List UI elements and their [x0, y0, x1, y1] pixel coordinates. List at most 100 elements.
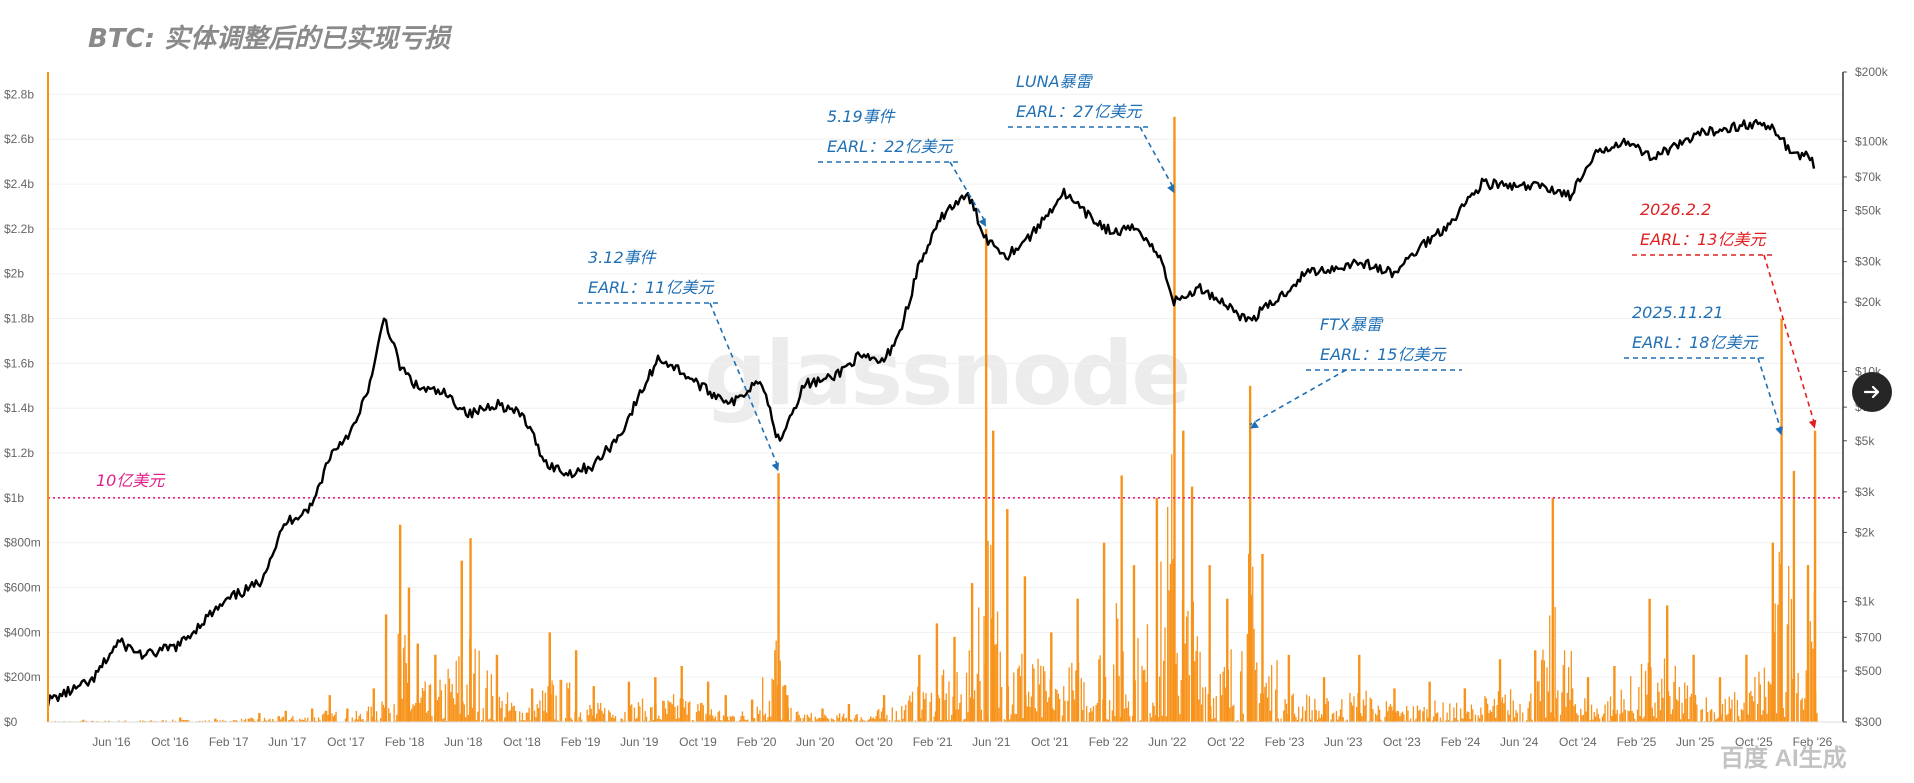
loss-bar — [250, 717, 252, 722]
loss-bar — [1451, 720, 1454, 722]
loss-bar — [1763, 667, 1766, 722]
annotation-title: 2025.11.21 — [1632, 303, 1724, 322]
loss-bar — [1554, 606, 1556, 722]
loss-bar — [455, 660, 457, 722]
loss-bar — [1563, 650, 1566, 722]
loss-bar — [1208, 565, 1211, 722]
loss-bar — [1073, 699, 1076, 722]
loss-bar — [284, 710, 287, 722]
loss-bar — [282, 716, 285, 722]
loss-bar — [477, 711, 479, 722]
loss-bar — [1022, 718, 1024, 722]
y-left-tick-label: $1.6b — [4, 356, 34, 370]
loss-bar — [174, 720, 177, 722]
loss-bar — [895, 711, 897, 722]
loss-bar — [941, 675, 943, 722]
loss-bar — [968, 650, 970, 722]
loss-bar — [1180, 679, 1182, 722]
loss-bar — [1445, 720, 1447, 722]
loss-bar — [780, 719, 783, 722]
loss-bar — [1038, 684, 1041, 722]
loss-bar — [1684, 682, 1686, 722]
loss-bar — [325, 710, 328, 722]
loss-bar — [1498, 659, 1502, 722]
loss-bar — [1519, 703, 1521, 722]
loss-bar — [1160, 561, 1162, 722]
loss-bar — [1158, 676, 1161, 722]
loss-bar — [683, 707, 686, 722]
loss-bar — [1485, 698, 1487, 722]
loss-bar — [1551, 497, 1555, 722]
loss-bar — [332, 716, 335, 722]
loss-bar — [1142, 670, 1145, 722]
loss-bar — [660, 719, 663, 722]
loss-bar — [447, 668, 449, 722]
loss-bar — [1439, 717, 1442, 722]
loss-bar — [1011, 704, 1014, 722]
loss-bar — [602, 713, 605, 722]
loss-bar — [1447, 719, 1450, 722]
loss-bar — [331, 713, 333, 722]
loss-bar — [1648, 598, 1651, 722]
loss-bar — [629, 705, 632, 722]
loss-bar — [1261, 553, 1264, 722]
loss-bar — [1585, 711, 1587, 722]
loss-bar — [402, 647, 405, 722]
loss-bar — [1677, 700, 1679, 722]
loss-bar — [1769, 682, 1771, 722]
loss-bar — [1364, 705, 1366, 722]
loss-bar — [840, 720, 842, 722]
loss-bar — [1796, 693, 1798, 722]
loss-bar — [744, 719, 746, 722]
loss-bar — [1353, 696, 1355, 722]
loss-bar — [712, 715, 714, 722]
loss-bar — [181, 719, 183, 722]
loss-bar — [257, 719, 259, 722]
loss-bar — [1215, 696, 1217, 722]
loss-bar — [536, 704, 538, 722]
loss-bar — [1727, 713, 1729, 722]
loss-bar — [219, 720, 221, 722]
loss-bar — [679, 698, 681, 722]
loss-bar — [344, 718, 347, 722]
loss-bar — [1194, 661, 1196, 722]
loss-bar — [1628, 711, 1631, 722]
loss-bar — [1455, 702, 1458, 722]
loss-bar — [612, 714, 614, 722]
loss-bar — [1210, 706, 1212, 722]
next-button[interactable] — [1852, 372, 1892, 412]
loss-bar — [875, 716, 877, 722]
loss-bar — [1370, 698, 1373, 722]
loss-bar — [334, 714, 336, 722]
loss-bar — [775, 640, 777, 722]
loss-bar — [1785, 692, 1787, 722]
loss-bar — [367, 706, 370, 722]
loss-bar — [442, 718, 444, 722]
loss-bar — [1351, 705, 1354, 722]
loss-bar — [828, 719, 830, 722]
loss-bar — [1214, 718, 1216, 722]
loss-bar — [1609, 696, 1612, 722]
loss-bar — [1613, 665, 1616, 722]
loss-bar — [454, 704, 456, 722]
loss-bar — [1671, 709, 1674, 722]
x-tick-label: Feb '26 — [1793, 735, 1833, 749]
loss-bar — [1285, 703, 1288, 722]
loss-bar — [1207, 693, 1209, 722]
loss-bar — [1048, 697, 1050, 722]
loss-bar — [1545, 717, 1547, 722]
loss-bar — [1111, 710, 1113, 722]
loss-bar — [1225, 687, 1227, 722]
loss-bar — [1751, 695, 1753, 722]
y-right-tick-label: $20k — [1855, 295, 1882, 309]
loss-bar — [942, 669, 945, 722]
loss-bar — [1296, 719, 1298, 722]
loss-bar — [649, 707, 652, 722]
x-tick-label: Jun '19 — [620, 735, 659, 749]
loss-bar — [637, 702, 640, 722]
loss-bar — [541, 690, 544, 722]
x-tick-label: Oct '23 — [1383, 735, 1421, 749]
loss-bar — [452, 698, 455, 722]
loss-bar — [1397, 711, 1400, 722]
loss-bar — [1190, 486, 1194, 722]
